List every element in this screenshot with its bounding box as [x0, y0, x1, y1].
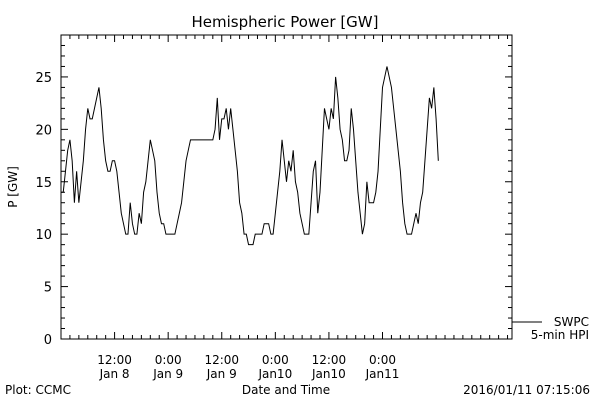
x-tick-label-time: 0:00	[262, 353, 289, 367]
x-tick-label-time: 12:00	[204, 353, 239, 367]
y-axis: 0 5 10 15 20 25	[35, 34, 512, 348]
y-axis-label: P [GW]	[6, 166, 20, 208]
plot-area-frame	[60, 34, 513, 340]
y-tick-label: 25	[35, 71, 52, 86]
series-line-swpc	[61, 66, 439, 246]
x-tick-label-date: Jan11	[365, 367, 400, 381]
footer-plot-credit: Plot: CCMC	[5, 383, 71, 397]
x-tick-label-time: 0:00	[369, 353, 396, 367]
x-tick-label-time: 0:00	[155, 353, 182, 367]
y-tick-label: 10	[35, 228, 52, 243]
x-axis-label: Date and Time	[242, 383, 330, 397]
x-tick-label-date: Jan10	[257, 367, 292, 381]
x-tick-label-date: Jan 9	[152, 367, 183, 381]
footer-timestamp: 2016/01/11 07:15:06	[463, 383, 590, 397]
x-tick-label-time: 12:00	[312, 353, 347, 367]
y-tick-label: 20	[35, 123, 52, 138]
y-tick-label: 5	[44, 281, 52, 296]
legend: SWPC 5-min HPI	[512, 315, 589, 342]
legend-entry-hpi: 5-min HPI	[531, 328, 589, 342]
chart-title: Hemispheric Power [GW]	[192, 13, 379, 31]
x-tick-label-time: 12:00	[97, 353, 132, 367]
x-tick-label-date: Jan 8	[99, 367, 130, 381]
series-layer	[61, 66, 439, 246]
y-tick-label: 0	[44, 333, 52, 348]
x-tick-label-date: Jan 9	[206, 367, 237, 381]
x-tick-label-date: Jan10	[311, 367, 346, 381]
y-tick-label: 15	[35, 176, 52, 191]
legend-entry-swpc: SWPC	[554, 315, 589, 329]
